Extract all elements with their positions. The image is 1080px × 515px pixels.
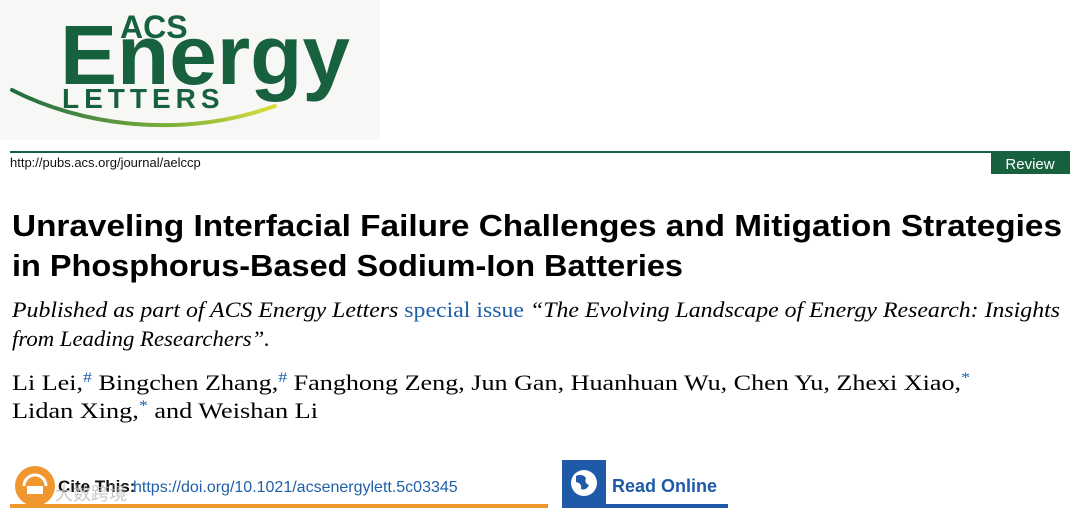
published-note: Published as part of ACS Energy Letters … bbox=[11, 297, 1060, 322]
author-name: Li Lei, bbox=[12, 370, 83, 395]
special-issue-link[interactable]: special issue bbox=[404, 297, 524, 322]
read-online-icon bbox=[562, 460, 606, 506]
author-name: and Weishan Li bbox=[154, 398, 318, 423]
author-line: Lidan Xing,*​ and Weishan Li bbox=[12, 398, 318, 423]
author-name: Jun Gan, bbox=[471, 370, 564, 395]
read-online[interactable]: Read Online bbox=[612, 476, 717, 496]
journal-logo: ACS Energy LETTERS bbox=[0, 0, 380, 140]
title-line: in Phosphorus-Based Sodium-Ion Batteries bbox=[12, 248, 683, 283]
logo-letters: LETTERS bbox=[62, 83, 225, 114]
author-name: Lidan Xing, bbox=[12, 398, 139, 423]
issue-name: “The Evolving Landscape of Energy Resear… bbox=[530, 297, 1060, 322]
author-name: Huanhuan Wu, bbox=[571, 370, 728, 395]
cite-label: Cite This: bbox=[58, 477, 135, 496]
logo-energy: Energy bbox=[60, 8, 350, 102]
journal-url[interactable]: http://pubs.acs.org/journal/aelccp bbox=[10, 155, 201, 170]
author-note: * bbox=[961, 370, 970, 386]
author-note: # bbox=[83, 370, 92, 386]
author-note: # bbox=[278, 370, 287, 386]
author-name: Chen Yu, bbox=[734, 370, 830, 395]
author-name: Zhexi Xiao, bbox=[836, 370, 961, 395]
article-type: Review bbox=[1005, 156, 1054, 173]
author-name: Bingchen Zhang, bbox=[98, 370, 278, 395]
author-note: * bbox=[139, 398, 148, 414]
doi-link[interactable]: https://doi.org/10.1021/acsenergylett.5c… bbox=[133, 479, 458, 496]
published-lead: Published as part of ACS Energy Letters bbox=[11, 297, 398, 322]
title-line: Unraveling Interfacial Failure Challenge… bbox=[12, 208, 1062, 243]
author-line: Li Lei,#​ Bingchen Zhang,#​ Fanghong Zen… bbox=[12, 370, 970, 395]
watermark: 大数跨境 bbox=[55, 484, 127, 504]
cite-icon bbox=[15, 466, 55, 506]
author-name: Fanghong Zeng, bbox=[294, 370, 465, 395]
logo-acs: ACS bbox=[120, 9, 188, 45]
issue-name: from Leading Researchers”. bbox=[12, 326, 270, 351]
article-type-badge bbox=[991, 152, 1070, 174]
